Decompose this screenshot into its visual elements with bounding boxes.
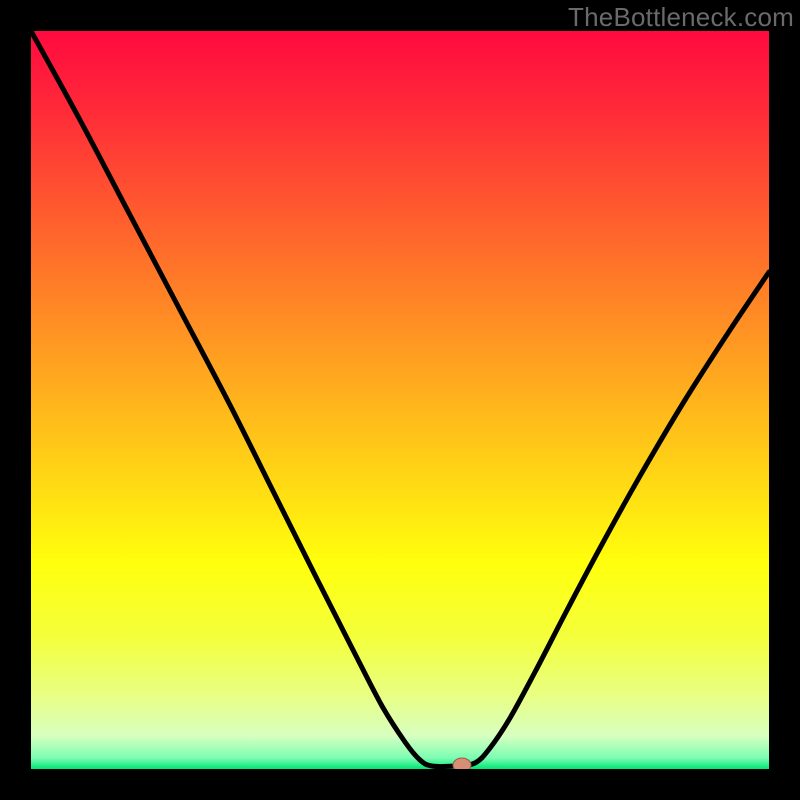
chart-border-bottom bbox=[0, 769, 800, 800]
gradient-background bbox=[31, 31, 769, 769]
chart-border-left bbox=[0, 0, 31, 800]
bottleneck-chart bbox=[0, 0, 800, 800]
chart-frame: TheBottleneck.com bbox=[0, 0, 800, 800]
watermark-text: TheBottleneck.com bbox=[568, 2, 794, 33]
chart-border-right bbox=[769, 0, 800, 800]
